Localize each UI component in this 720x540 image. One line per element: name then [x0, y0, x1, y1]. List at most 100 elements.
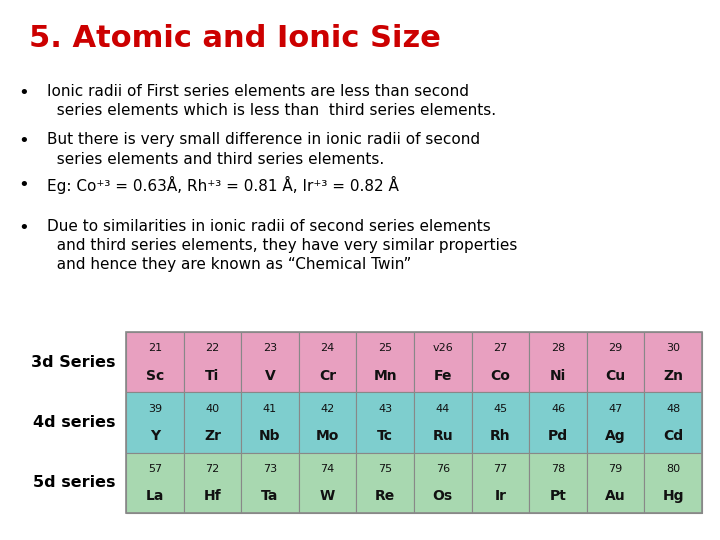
Text: 43: 43: [378, 404, 392, 414]
Bar: [529, 393, 587, 453]
Text: Hg: Hg: [662, 489, 684, 503]
Text: Ru: Ru: [433, 429, 453, 443]
Text: 79: 79: [608, 464, 623, 474]
Text: Os: Os: [433, 489, 453, 503]
Bar: [184, 453, 241, 513]
Text: V: V: [265, 368, 275, 382]
Bar: [414, 393, 472, 453]
Text: 45: 45: [493, 404, 508, 414]
Bar: [414, 453, 472, 513]
Text: Pt: Pt: [549, 489, 567, 503]
Text: 25: 25: [378, 343, 392, 353]
Text: Ir: Ir: [495, 489, 506, 503]
Text: Au: Au: [606, 489, 626, 503]
Text: Co: Co: [490, 368, 510, 382]
Text: •: •: [18, 219, 29, 237]
Text: 44: 44: [436, 404, 450, 414]
Text: •: •: [18, 132, 29, 150]
Text: Mo: Mo: [316, 429, 339, 443]
Text: Mn: Mn: [374, 368, 397, 382]
Text: Cu: Cu: [606, 368, 626, 382]
Bar: [529, 332, 587, 393]
Text: 39: 39: [148, 404, 162, 414]
Text: 27: 27: [493, 343, 508, 353]
Text: •: •: [18, 176, 29, 193]
Bar: [644, 453, 702, 513]
Text: Sc: Sc: [145, 368, 164, 382]
Text: 22: 22: [205, 343, 220, 353]
Text: But there is very small difference in ionic radii of second
  series elements an: But there is very small difference in io…: [47, 132, 480, 166]
Bar: [644, 393, 702, 453]
Text: Re: Re: [375, 489, 395, 503]
Bar: [529, 453, 587, 513]
Bar: [356, 453, 414, 513]
Bar: [644, 332, 702, 393]
Text: Tc: Tc: [377, 429, 393, 443]
Bar: [299, 393, 356, 453]
Bar: [241, 453, 299, 513]
Text: 29: 29: [608, 343, 623, 353]
Text: 46: 46: [551, 404, 565, 414]
Bar: [241, 332, 299, 393]
Bar: [184, 393, 241, 453]
Bar: [126, 332, 184, 393]
Text: 48: 48: [666, 404, 680, 414]
Bar: [472, 393, 529, 453]
Text: 30: 30: [666, 343, 680, 353]
Bar: [356, 393, 414, 453]
Text: Ag: Ag: [606, 429, 626, 443]
Text: 4d series: 4d series: [32, 415, 115, 430]
Text: Nb: Nb: [259, 429, 281, 443]
Text: 75: 75: [378, 464, 392, 474]
Text: Ta: Ta: [261, 489, 279, 503]
Text: 5. Atomic and Ionic Size: 5. Atomic and Ionic Size: [29, 24, 441, 53]
Text: Cr: Cr: [319, 368, 336, 382]
Bar: [299, 332, 356, 393]
Text: 72: 72: [205, 464, 220, 474]
Text: Pd: Pd: [548, 429, 568, 443]
Text: Ionic radii of First series elements are less than second
  series elements whic: Ionic radii of First series elements are…: [47, 84, 496, 118]
Text: Ni: Ni: [550, 368, 566, 382]
Text: Hf: Hf: [204, 489, 221, 503]
Text: 23: 23: [263, 343, 277, 353]
Bar: [587, 332, 644, 393]
Text: 24: 24: [320, 343, 335, 353]
Bar: [587, 453, 644, 513]
Text: La: La: [145, 489, 164, 503]
Text: 73: 73: [263, 464, 277, 474]
Text: Cd: Cd: [663, 429, 683, 443]
Text: Fe: Fe: [433, 368, 452, 382]
Bar: [126, 332, 702, 513]
Bar: [472, 453, 529, 513]
Bar: [299, 453, 356, 513]
Bar: [241, 393, 299, 453]
Text: Ti: Ti: [205, 368, 220, 382]
Text: •: •: [18, 84, 29, 102]
Text: Rh: Rh: [490, 429, 510, 443]
Text: 40: 40: [205, 404, 220, 414]
Text: 80: 80: [666, 464, 680, 474]
Bar: [126, 453, 184, 513]
Text: Due to similarities in ionic radii of second series elements
  and third series : Due to similarities in ionic radii of se…: [47, 219, 517, 272]
Bar: [587, 393, 644, 453]
Text: 77: 77: [493, 464, 508, 474]
Bar: [184, 332, 241, 393]
Text: 78: 78: [551, 464, 565, 474]
Text: Eg: Co⁺³ = 0.63Å, Rh⁺³ = 0.81 Å, Ir⁺³ = 0.82 Å: Eg: Co⁺³ = 0.63Å, Rh⁺³ = 0.81 Å, Ir⁺³ = …: [47, 176, 399, 193]
Text: 57: 57: [148, 464, 162, 474]
Text: 42: 42: [320, 404, 335, 414]
Text: Y: Y: [150, 429, 160, 443]
Text: Zn: Zn: [663, 368, 683, 382]
Text: v26: v26: [433, 343, 453, 353]
Text: 74: 74: [320, 464, 335, 474]
Text: 3d Series: 3d Series: [31, 355, 115, 370]
Text: 28: 28: [551, 343, 565, 353]
Bar: [414, 332, 472, 393]
Text: 47: 47: [608, 404, 623, 414]
Text: 76: 76: [436, 464, 450, 474]
Text: W: W: [320, 489, 336, 503]
Bar: [472, 332, 529, 393]
Text: 41: 41: [263, 404, 277, 414]
Bar: [356, 332, 414, 393]
Text: 21: 21: [148, 343, 162, 353]
